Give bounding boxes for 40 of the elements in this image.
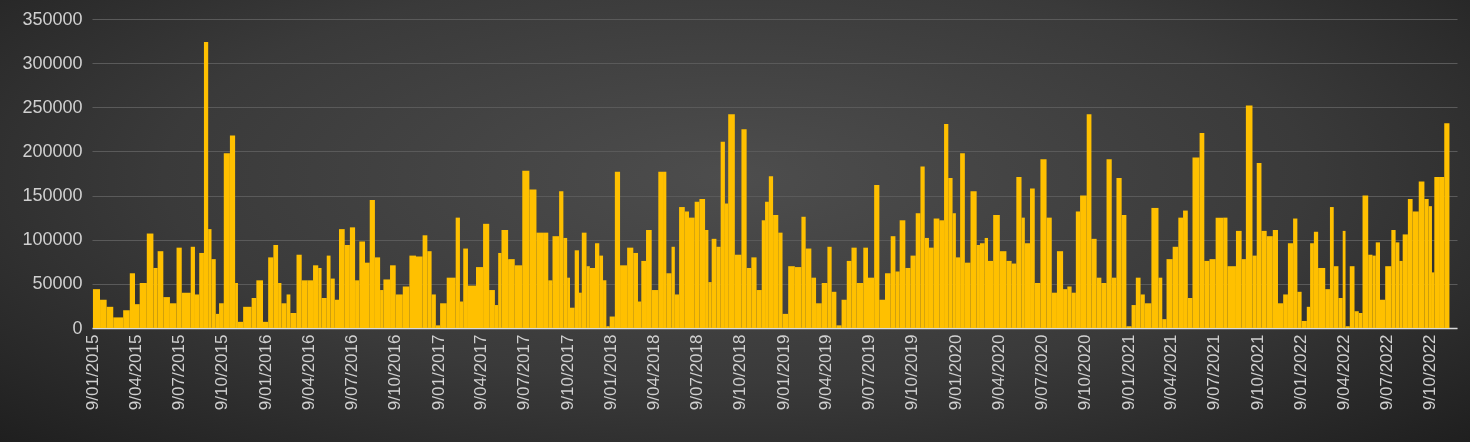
x-tick-label: 9/01/2017 xyxy=(428,334,448,411)
x-tick-label: 9/07/2019 xyxy=(858,334,878,411)
y-tick-label: 350000 xyxy=(22,8,83,29)
x-tick-label: 9/10/2019 xyxy=(902,334,922,411)
y-tick-label: 200000 xyxy=(22,140,83,161)
x-tick-label: 9/04/2020 xyxy=(988,334,1008,411)
x-tick-label: 9/10/2020 xyxy=(1075,334,1095,411)
x-tick-label: 9/07/2020 xyxy=(1031,334,1051,411)
x-tick-label: 9/07/2022 xyxy=(1376,334,1396,411)
y-tick-label: 250000 xyxy=(22,96,83,117)
x-tick-label: 9/01/2019 xyxy=(773,334,793,411)
x-tick-label: 9/10/2015 xyxy=(212,334,232,411)
x-tick-label: 9/10/2018 xyxy=(730,334,750,411)
y-tick-label: 0 xyxy=(72,317,83,338)
y-tick-label: 100000 xyxy=(22,229,83,250)
x-tick-label: 9/01/2020 xyxy=(945,334,965,411)
y-tick-label: 50000 xyxy=(32,273,83,294)
x-tick-label: 9/07/2015 xyxy=(168,334,188,411)
y-tick-label: 150000 xyxy=(22,185,83,206)
x-tick-label: 9/10/2022 xyxy=(1420,334,1440,411)
x-tick-label: 9/04/2015 xyxy=(125,334,145,411)
x-tick-label: 9/04/2016 xyxy=(298,334,318,411)
x-tick-label: 9/01/2021 xyxy=(1118,334,1138,411)
x-tick-label: 9/01/2022 xyxy=(1291,334,1311,411)
x-tick-label: 9/10/2016 xyxy=(385,334,405,411)
x-tick-label: 9/04/2021 xyxy=(1161,334,1181,411)
x-tick-label: 9/10/2017 xyxy=(557,334,577,411)
x-tick-label: 9/01/2015 xyxy=(83,334,103,411)
x-tick-label: 9/04/2018 xyxy=(643,334,663,411)
x-tick-label: 9/04/2019 xyxy=(816,334,836,411)
x-tick-label: 9/10/2021 xyxy=(1247,334,1267,411)
x-tick-label: 9/01/2018 xyxy=(601,334,621,411)
x-tick-label: 9/07/2021 xyxy=(1204,334,1224,411)
x-tick-label: 9/07/2016 xyxy=(341,334,361,411)
x-tick-label: 9/04/2017 xyxy=(471,334,491,411)
y-tick-label: 300000 xyxy=(22,52,83,73)
x-tick-label: 9/04/2022 xyxy=(1333,334,1353,411)
x-tick-label: 9/01/2016 xyxy=(255,334,275,411)
x-tick-label: 9/07/2018 xyxy=(686,334,706,411)
x-tick-label: 9/07/2017 xyxy=(514,334,534,411)
